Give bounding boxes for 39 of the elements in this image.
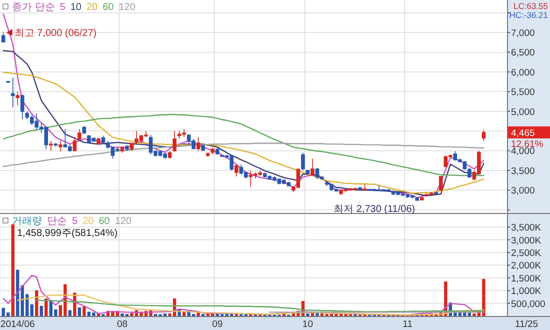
text: 5 (60, 2, 66, 13)
y-tick-label: 3,500K (511, 222, 542, 234)
y-tick-label: 2,000K (511, 260, 542, 272)
x-tick-label: 11 (402, 319, 413, 330)
text: LC:63.55 (514, 1, 548, 11)
x-tick-label: 2014/06 (0, 319, 35, 330)
text: 11/25 (515, 319, 538, 330)
text: 10 (70, 2, 82, 13)
x-tick-label: 10 (302, 319, 314, 330)
y-tick-label: 1,000K (511, 286, 542, 298)
y-tick-label: 3,000K (511, 235, 542, 246)
text: 4,465 (511, 128, 535, 139)
y-tick-label: 3,500 (511, 166, 535, 177)
annotation: 최고 7,000 (06/27) (14, 28, 97, 40)
y-tick-label: 500,000 (511, 298, 546, 310)
x-tick-label: 08 (116, 319, 128, 330)
y-tick-label: 5,000 (511, 106, 535, 118)
annotation: 1,458,999주(581,54%) (17, 228, 118, 239)
text: 20 (86, 2, 98, 13)
y-tick-label: 2,500K (511, 248, 542, 259)
text: 120 (118, 2, 136, 13)
text: 120 (114, 216, 132, 227)
x-tick-label: 09 (212, 319, 223, 330)
text: HC:-36.21 (509, 10, 548, 20)
legend-title: 종가 단순 (12, 2, 55, 13)
legend-title: 단순 (47, 216, 67, 227)
y-tick-label: 6,000 (511, 67, 535, 78)
y-tick-label: 3,000 (511, 186, 535, 197)
text: 5 (72, 216, 78, 227)
text: 60 (102, 2, 114, 13)
y-tick-label: 7,000 (511, 28, 535, 40)
y-tick-label: 4,000 (511, 146, 535, 158)
series-label: 거래량 (12, 216, 42, 227)
text: 60 (98, 216, 110, 227)
text: 20 (82, 216, 94, 227)
y-tick-label: 1,500K (511, 273, 542, 284)
annotation: 최저 2,730 (11/06) (334, 204, 416, 215)
y-tick-label: 6,500 (511, 48, 535, 59)
y-tick-label: 5,500 (511, 87, 535, 98)
